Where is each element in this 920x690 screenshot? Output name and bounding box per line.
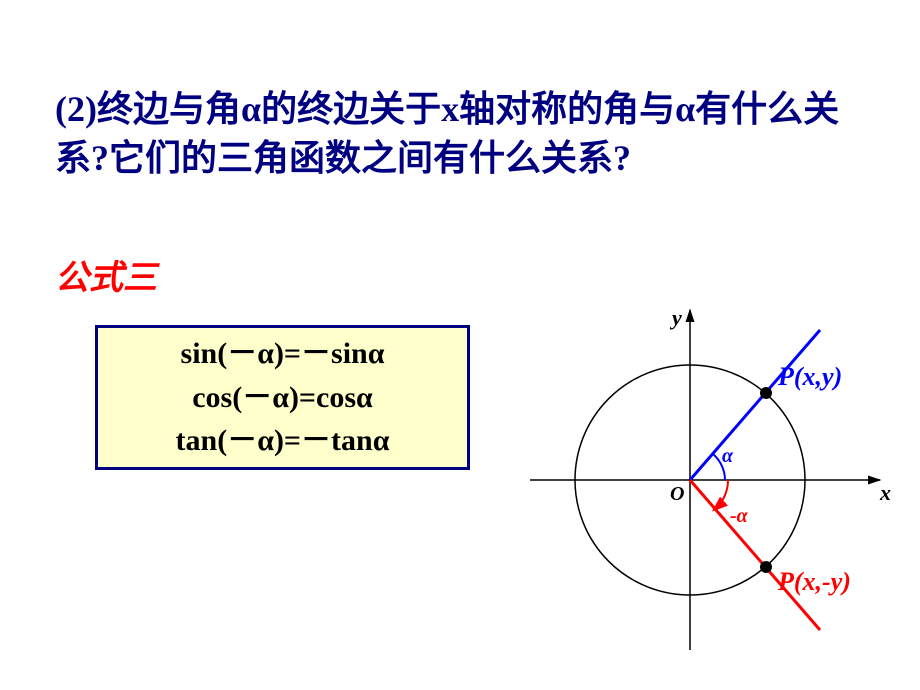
label-x-axis: x [879, 480, 891, 505]
formula-line-1: sin(－α)=－sinα [181, 332, 385, 376]
point-P-neg [760, 561, 772, 573]
formula-line-2: cos(－α)=cosα [192, 376, 373, 420]
ray-negative-alpha [690, 480, 820, 630]
formula-box: sin(－α)=－sinα cos(－α)=cosα tan(－α)=－tanα [95, 325, 470, 470]
label-neg-alpha: -α [730, 505, 749, 527]
label-y-axis: y [669, 305, 682, 330]
question-text: (2)终边与角α的终边关于x轴对称的角与α有什么关系?它们的三角函数之间有什么关… [55, 85, 875, 182]
label-alpha: α [722, 445, 734, 467]
label-P-pos: P(x,y) [777, 362, 842, 391]
label-origin: O [670, 483, 684, 505]
ray-positive-alpha [690, 330, 820, 480]
label-P-neg: P(x,-y) [777, 567, 851, 596]
unit-circle-diagram: y x O P(x,y) P(x,-y) α -α [520, 300, 900, 660]
formula-title: 公式三 [55, 250, 157, 299]
arc-neg-alpha [715, 480, 728, 509]
formula-line-3: tan(－α)=－tanα [176, 419, 390, 463]
point-P-pos [760, 387, 772, 399]
